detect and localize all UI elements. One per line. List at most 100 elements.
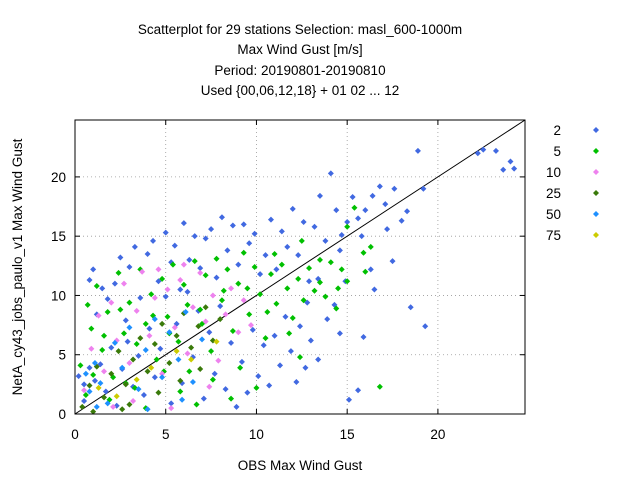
data-point <box>130 397 137 404</box>
series-75 <box>95 338 220 400</box>
data-point <box>367 266 374 273</box>
data-point <box>191 258 198 265</box>
data-point <box>159 320 166 327</box>
data-point <box>209 376 216 383</box>
legend-label: 5 <box>553 144 561 159</box>
data-point <box>300 218 307 225</box>
series-10 <box>81 261 255 412</box>
data-point <box>82 392 89 399</box>
data-point <box>295 275 302 282</box>
x-tick-label: 5 <box>162 427 170 442</box>
data-point <box>344 278 351 285</box>
data-point <box>311 223 318 230</box>
data-point <box>246 240 253 247</box>
series-2 <box>75 146 518 410</box>
data-point <box>184 288 191 295</box>
data-point <box>180 281 187 288</box>
data-point <box>162 293 169 300</box>
data-point <box>91 377 98 384</box>
data-point <box>206 329 213 336</box>
data-point <box>173 348 180 355</box>
data-point <box>289 205 296 212</box>
data-point <box>213 338 220 345</box>
data-point <box>233 403 240 410</box>
data-point <box>376 383 383 390</box>
data-point <box>229 222 236 229</box>
data-point <box>298 237 305 244</box>
data-point <box>197 265 204 272</box>
data-point <box>148 364 155 371</box>
data-point <box>113 393 120 400</box>
data-point <box>115 269 122 276</box>
data-point <box>324 316 331 323</box>
data-point <box>248 322 255 329</box>
data-point <box>88 345 95 352</box>
data-point <box>492 147 499 154</box>
data-point <box>101 368 108 375</box>
data-point <box>144 406 151 413</box>
data-point <box>146 332 153 339</box>
data-point <box>126 360 133 367</box>
data-point <box>367 243 374 250</box>
data-point <box>159 370 166 377</box>
data-point <box>246 311 253 318</box>
data-point <box>177 388 184 395</box>
data-point <box>235 280 242 287</box>
data-point <box>209 292 216 299</box>
data-point <box>101 394 108 401</box>
data-point <box>202 235 209 242</box>
data-point <box>84 301 91 308</box>
data-point <box>117 306 124 313</box>
data-point <box>200 395 207 402</box>
data-point <box>202 304 209 311</box>
data-point <box>197 269 204 276</box>
data-point <box>306 265 313 272</box>
data-point <box>186 368 193 375</box>
data-point <box>235 261 242 268</box>
data-point <box>336 247 343 254</box>
data-point <box>142 320 149 327</box>
data-point <box>228 395 235 402</box>
data-point <box>376 183 383 190</box>
data-point <box>240 249 247 256</box>
data-point <box>284 285 291 292</box>
data-point <box>111 339 118 346</box>
data-point <box>307 337 314 344</box>
data-point <box>300 297 307 304</box>
data-point <box>102 388 109 395</box>
data-point <box>267 216 274 223</box>
data-point <box>295 252 302 259</box>
data-point <box>344 218 351 225</box>
data-point <box>104 309 111 316</box>
x-tick-label: 20 <box>430 427 445 442</box>
diagonal-line <box>74 119 526 415</box>
data-point <box>338 231 345 238</box>
data-point <box>169 261 176 268</box>
data-point <box>93 282 100 289</box>
data-point <box>202 272 209 279</box>
data-point <box>171 242 178 249</box>
data-point <box>188 344 195 351</box>
data-point <box>278 228 285 235</box>
data-point <box>391 185 398 192</box>
data-point <box>286 330 293 337</box>
data-point <box>371 286 378 293</box>
data-point <box>202 318 209 325</box>
data-point <box>119 364 126 371</box>
data-point <box>338 266 345 273</box>
data-point <box>211 370 218 377</box>
data-point <box>110 403 117 410</box>
data-point <box>360 333 367 340</box>
data-point <box>86 364 93 371</box>
data-point <box>327 170 334 177</box>
data-point <box>240 297 247 304</box>
data-point <box>257 291 264 298</box>
title-line-2: Max Wind Gust [m/s] <box>237 42 362 57</box>
y-axis-label: NetA_cy43_jobs_paulo_v1 Max Wind Gust <box>10 138 25 395</box>
data-point <box>222 386 229 393</box>
data-point <box>166 329 173 336</box>
y-tick-label: 10 <box>51 288 66 303</box>
data-point <box>90 371 97 378</box>
data-point <box>90 266 97 273</box>
data-point <box>333 305 340 312</box>
